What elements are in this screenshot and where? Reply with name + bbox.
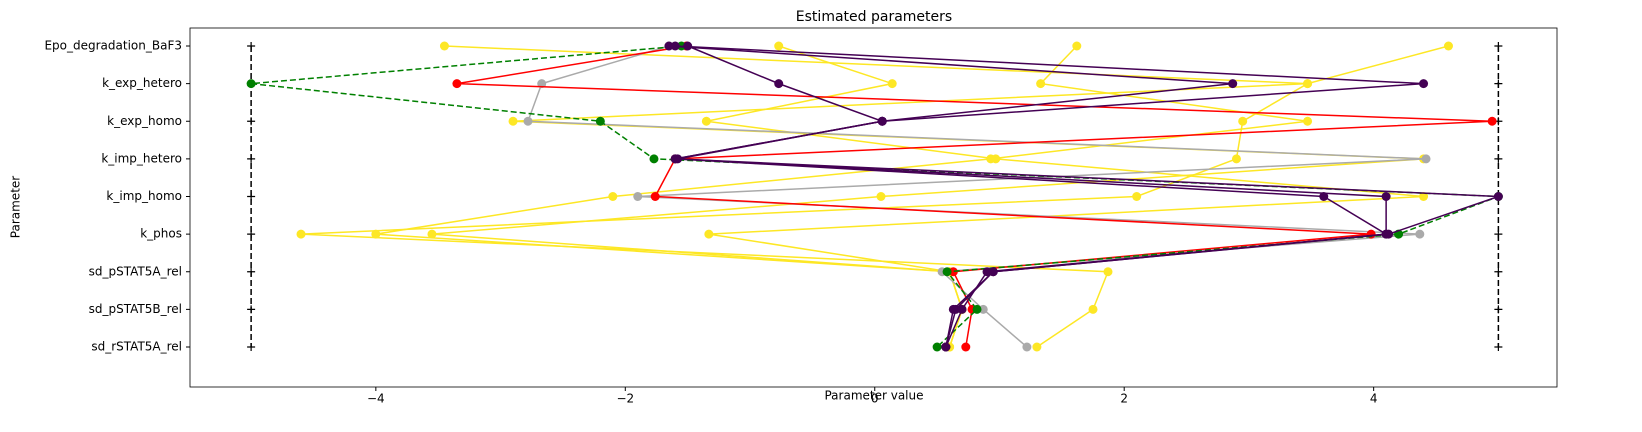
x-tick-label: 2 [1120, 392, 1128, 406]
series-line-marker [537, 79, 547, 89]
series-line-marker [704, 229, 714, 239]
y-tick-label: k_exp_hetero [102, 76, 182, 90]
series-line-marker [633, 192, 643, 201]
series-line-marker [523, 116, 533, 126]
series-line-marker [1303, 79, 1313, 89]
series-line-marker [608, 192, 618, 201]
series-line-marker [1319, 192, 1329, 201]
series-line-marker [595, 116, 605, 126]
series-line-marker [972, 304, 982, 314]
x-tick-label: 0 [871, 392, 879, 406]
series-line-marker [1303, 116, 1313, 126]
series-line-marker [1022, 342, 1032, 352]
y-tick-label: k_imp_homo [106, 189, 182, 203]
series-line-marker [957, 304, 967, 314]
series-line-marker [774, 41, 784, 51]
plot-frame [189, 27, 1558, 388]
y-tick-label: sd_rSTAT5A_rel [91, 340, 182, 354]
series-line-marker [427, 229, 437, 239]
series-line-marker [887, 79, 897, 89]
series-line-marker [1238, 116, 1248, 126]
series-line [675, 45, 1424, 348]
upper-bound-marker [1494, 79, 1503, 88]
upper-bound-marker [1494, 154, 1503, 163]
series-line-marker [1487, 116, 1497, 126]
series-line-marker [649, 154, 659, 164]
series-line-marker [1419, 79, 1429, 89]
upper-bound-marker [1494, 230, 1503, 239]
lower-bound-marker [247, 42, 256, 50]
series-line-marker [1088, 304, 1098, 314]
y-tick-label: Epo_degradation_BaF3 [44, 39, 182, 53]
series-line-marker [670, 41, 680, 51]
series-line-marker [1032, 342, 1042, 352]
upper-bound-marker [1494, 305, 1503, 314]
series-line-marker [948, 304, 958, 314]
chart-title: Estimated parameters [796, 9, 952, 25]
x-axis-label: Parameter value [824, 389, 923, 403]
series-line-marker [1231, 154, 1241, 164]
y-tick-label: sd_pSTAT5B_rel [89, 302, 182, 316]
series-line-marker [876, 192, 886, 201]
series-line-marker [1228, 79, 1238, 89]
series-line-marker [988, 267, 998, 277]
series-line-marker [1072, 41, 1082, 51]
lower-bound-marker [247, 343, 256, 351]
series-line-marker [1132, 192, 1142, 201]
series-line-marker [1421, 154, 1431, 164]
y-tick-label: k_imp_hetero [101, 151, 182, 165]
x-tick-label: −2 [616, 392, 634, 406]
series-line-marker [1419, 192, 1429, 201]
lower-bound-marker [247, 305, 256, 314]
series-line-marker [452, 79, 462, 89]
series-line-marker [650, 192, 660, 201]
series-line-marker [1415, 229, 1425, 239]
series-line-marker [246, 79, 256, 89]
y-axis-label: Parameter [9, 176, 23, 238]
series-line-marker [982, 267, 992, 277]
y-tick-label: k_phos [140, 227, 182, 241]
series-line-marker [371, 229, 381, 239]
upper-bound-marker [1494, 343, 1503, 351]
lower-bound-marker [247, 230, 256, 239]
lower-bound-marker [247, 267, 256, 276]
upper-bound-marker [1494, 42, 1503, 50]
x-tick-label: 4 [1370, 392, 1378, 406]
series-line-marker [774, 79, 784, 89]
series-line-marker [1443, 41, 1453, 51]
series-line-marker [978, 304, 988, 314]
series-line-marker [701, 116, 711, 126]
series-line-marker [986, 154, 996, 164]
series-line-marker [296, 229, 306, 239]
series-line-marker [932, 342, 942, 352]
upper-bound-marker [1494, 267, 1503, 276]
series-line-marker [664, 41, 674, 51]
series-line-marker [941, 342, 951, 352]
series-line-marker [683, 41, 693, 51]
series-line-marker [961, 342, 971, 352]
series-line-marker [1493, 192, 1503, 201]
series-line-marker [1036, 79, 1046, 89]
series-line-marker [877, 116, 887, 126]
x-tick-label: −4 [367, 392, 385, 406]
series-line-marker [439, 41, 449, 51]
series-line-marker [1103, 267, 1113, 277]
series-line-marker [670, 154, 680, 164]
y-tick-label: k_exp_homo [107, 114, 182, 128]
series-line-marker [942, 267, 952, 277]
y-tick-label: sd_pSTAT5A_rel [89, 264, 182, 278]
lower-bound-marker [247, 192, 256, 201]
series-line-marker [948, 267, 958, 277]
lower-bound-marker [247, 117, 256, 126]
series-line [668, 45, 1387, 348]
series-line-marker [1384, 229, 1394, 239]
series-line-marker [508, 116, 518, 126]
lower-bound-marker [247, 154, 256, 163]
series-line-marker [1381, 192, 1391, 201]
